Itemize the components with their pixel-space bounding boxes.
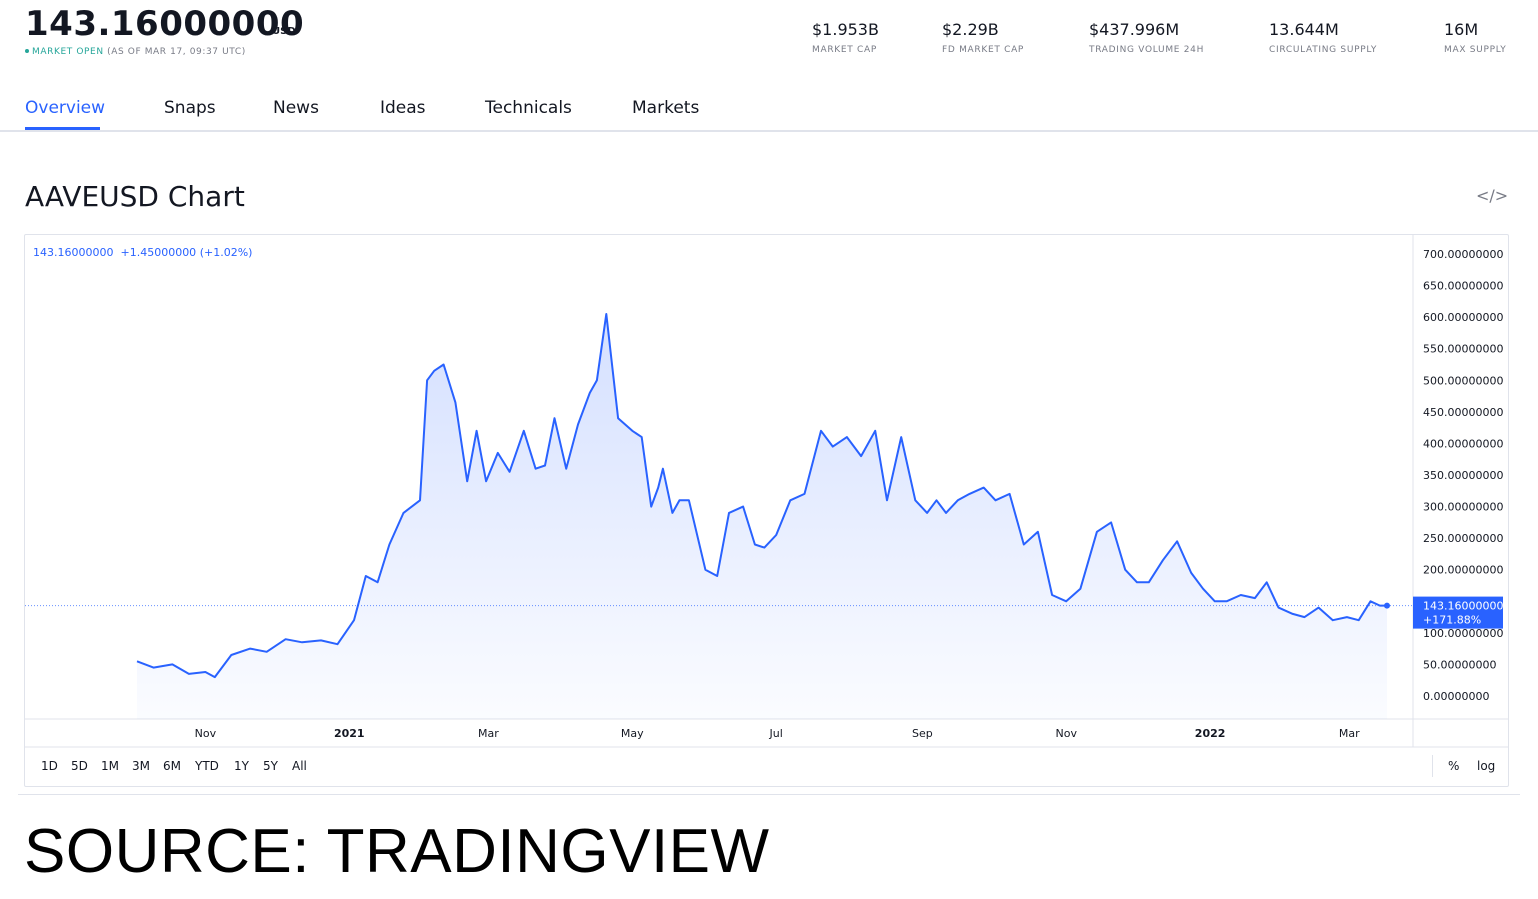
- range-6m-button[interactable]: 6M: [163, 759, 181, 773]
- tab-news[interactable]: News: [273, 98, 319, 118]
- y-tick-label: 350.00000000: [1423, 469, 1503, 482]
- y-tick-label: 0.00000000: [1423, 690, 1489, 703]
- tab-markets[interactable]: Markets: [632, 98, 700, 118]
- y-tick-label: 400.00000000: [1423, 437, 1503, 450]
- tab-overview[interactable]: Overview: [25, 98, 106, 118]
- stat-label: MARKET CAP: [812, 45, 877, 55]
- source-caption: SOURCE: TRADINGVIEW: [24, 817, 770, 886]
- status-dot-icon: [25, 48, 29, 53]
- stat-value: $1.953B: [812, 20, 879, 39]
- range-5y-button[interactable]: 5Y: [263, 759, 278, 773]
- y-tick-label: 500.00000000: [1423, 374, 1503, 387]
- stat-value: $437.996M: [1089, 20, 1180, 39]
- tab-technicals[interactable]: Technicals: [485, 98, 572, 118]
- x-tick-label: Mar: [478, 727, 499, 740]
- legend-price: 143.16000000: [33, 246, 114, 259]
- range-ytd-button[interactable]: YTD: [195, 759, 219, 773]
- stat-fd-market-cap: $2.29B FD MARKET CAP: [942, 20, 1024, 55]
- market-open-label: MARKET OPEN: [32, 47, 104, 57]
- stat-value: 16M: [1444, 20, 1479, 39]
- last-price-label-box: [1413, 596, 1503, 629]
- x-tick-label: Nov: [1056, 727, 1078, 740]
- legend-change-pct: (+1.02%): [199, 246, 253, 259]
- stat-value: 13.644M: [1269, 20, 1339, 39]
- y-tick-label: 550.00000000: [1423, 343, 1503, 356]
- stat-label: CIRCULATING SUPPLY: [1269, 45, 1378, 55]
- chart-title: AAVEUSD Chart: [25, 180, 245, 213]
- last-price-label: 143.16000000: [1423, 600, 1503, 613]
- stat-max-supply: 16M MAX SUPPLY: [1444, 20, 1506, 55]
- stat-circulating-supply: 13.644M CIRCULATING SUPPLY: [1269, 20, 1377, 55]
- price-value: 143.16000000: [25, 4, 305, 44]
- y-tick-label: 450.00000000: [1423, 406, 1503, 419]
- range-selector: 1D 5D 1M 3M 6M YTD 1Y 5Y All % log: [25, 747, 1507, 785]
- tab-ideas[interactable]: Ideas: [380, 98, 426, 118]
- chart-legend: 143.16000000 +1.45000000 (+1.02%): [33, 246, 252, 259]
- stat-value: $2.29B: [942, 20, 999, 39]
- footer-divider: [18, 794, 1520, 795]
- range-divider: [1432, 755, 1433, 777]
- last-price-pct-label: +171.88%: [1423, 614, 1481, 627]
- y-tick-label: 600.00000000: [1423, 311, 1503, 324]
- legend-change: +1.45000000: [120, 246, 197, 259]
- tab-bar: Overview Snaps News Ideas Technicals Mar…: [0, 90, 1538, 132]
- chart-container[interactable]: 700.00000000 650.00000000 600.00000000 550.…: [24, 234, 1509, 787]
- range-1d-button[interactable]: 1D: [41, 759, 58, 773]
- stat-trading-volume: $437.996M TRADING VOLUME 24H: [1089, 20, 1204, 55]
- range-3m-button[interactable]: 3M: [132, 759, 150, 773]
- price-chart[interactable]: 700.00000000 650.00000000 600.00000000 550.…: [25, 235, 1508, 786]
- x-tick-label: Nov: [195, 727, 217, 740]
- tab-snaps[interactable]: Snaps: [164, 98, 216, 118]
- price-line: [136, 313, 1387, 679]
- x-tick-label: 2022: [1195, 727, 1226, 740]
- percent-scale-button[interactable]: %: [1448, 759, 1460, 773]
- stat-label: TRADING VOLUME 24H: [1089, 45, 1205, 55]
- price-area-fill: [137, 314, 1387, 719]
- x-tick-label: Sep: [912, 727, 933, 740]
- x-tick-label: Mar: [1339, 727, 1360, 740]
- active-tab-indicator: [25, 127, 100, 130]
- range-1m-button[interactable]: 1M: [101, 759, 119, 773]
- last-price-dot: [1384, 602, 1390, 609]
- range-5d-button[interactable]: 5D: [71, 759, 88, 773]
- stat-market-cap: $1.953B MARKET CAP: [812, 20, 879, 55]
- y-tick-label: 650.00000000: [1423, 280, 1503, 293]
- stat-label: MAX SUPPLY: [1444, 45, 1507, 55]
- x-tick-label: 2021: [334, 727, 365, 740]
- y-tick-label: 100.00000000: [1423, 627, 1503, 640]
- y-tick-label: 300.00000000: [1423, 501, 1503, 514]
- price-currency: USD: [272, 26, 296, 37]
- y-tick-label: 50.00000000: [1423, 658, 1496, 671]
- code-embed-icon[interactable]: </>: [1476, 186, 1509, 205]
- x-tick-label: May: [621, 727, 644, 740]
- stat-label: FD MARKET CAP: [942, 45, 1025, 55]
- x-tick-label: Jul: [769, 727, 783, 740]
- as-of-label: (AS OF MAR 17, 09:37 UTC): [107, 47, 246, 57]
- y-tick-label: 700.00000000: [1423, 248, 1503, 261]
- range-all-button[interactable]: All: [292, 759, 307, 773]
- log-scale-button[interactable]: log: [1477, 759, 1496, 773]
- market-status: MARKET OPEN (AS OF MAR 17, 09:37 UTC): [25, 47, 246, 57]
- y-tick-label: 200.00000000: [1423, 564, 1503, 577]
- range-1y-button[interactable]: 1Y: [234, 759, 249, 773]
- y-tick-label: 250.00000000: [1423, 532, 1503, 545]
